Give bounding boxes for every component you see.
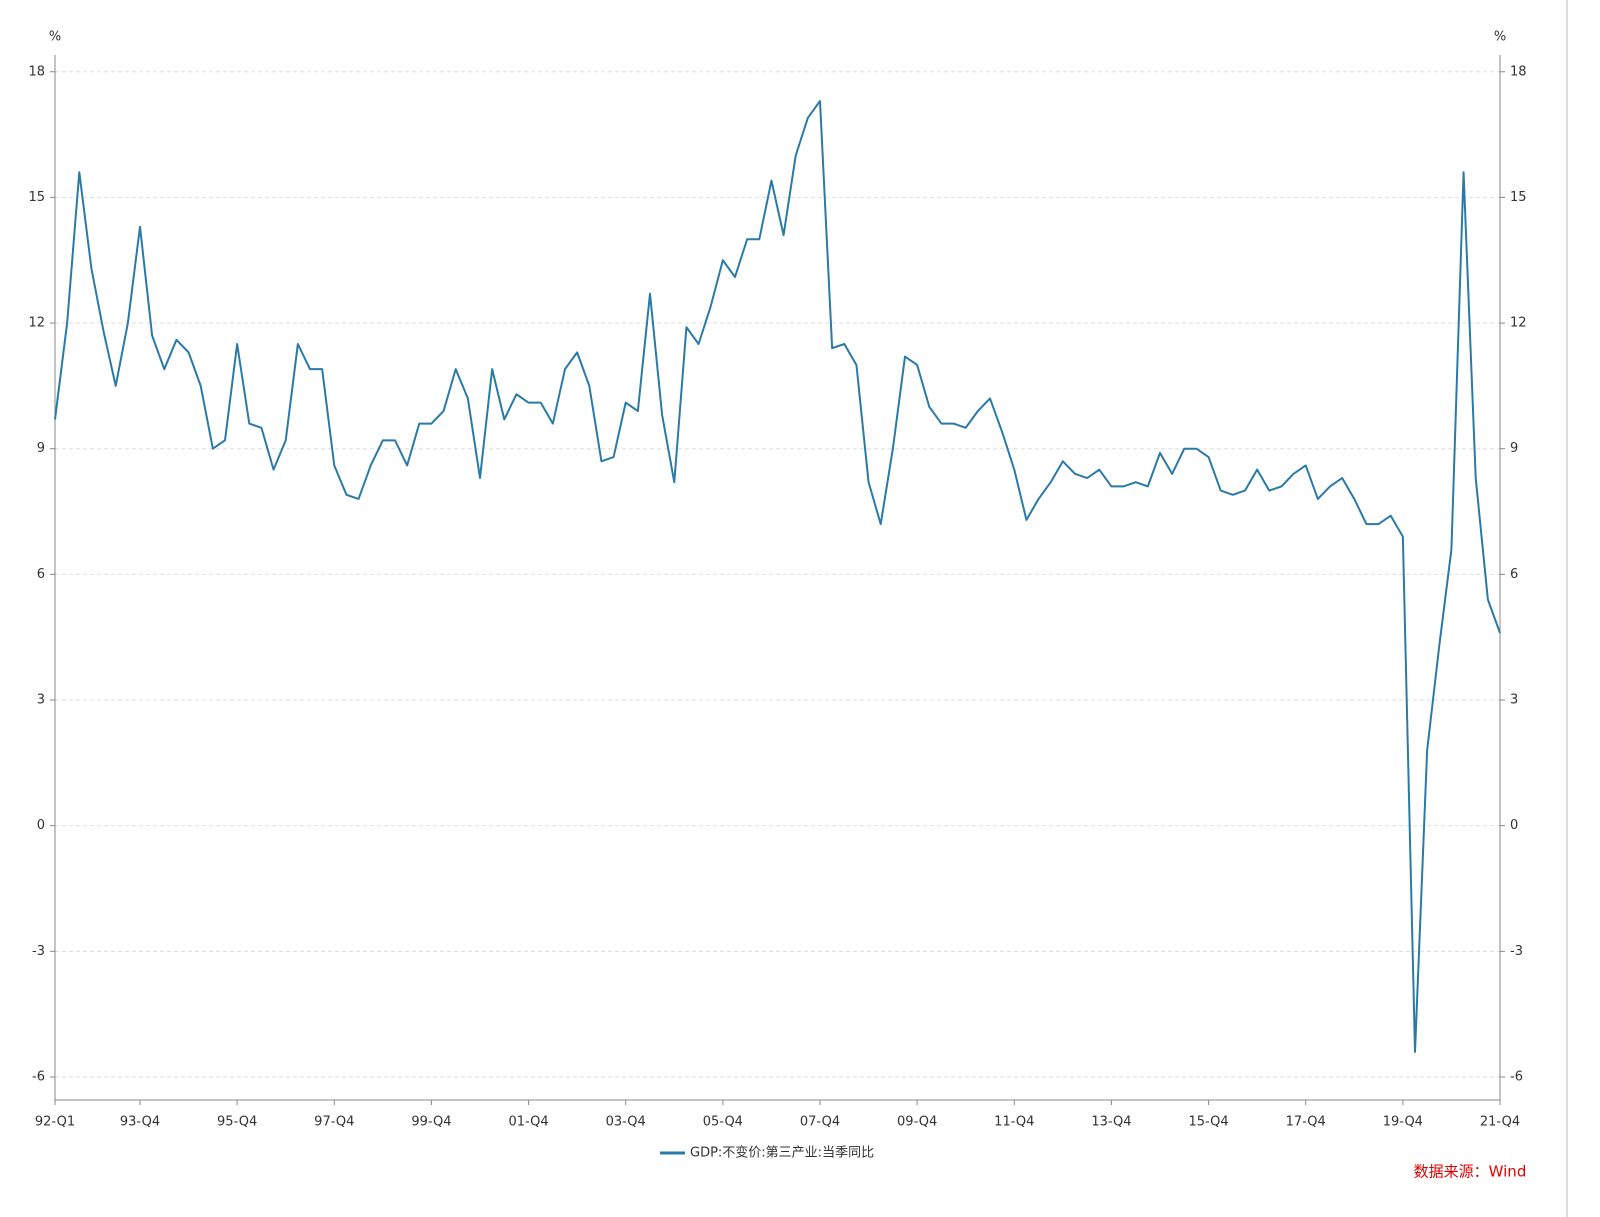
- y2-tick-label: 15: [1510, 190, 1527, 205]
- y-tick-label: 12: [28, 316, 45, 331]
- y-tick-label: 15: [28, 190, 45, 205]
- x-tick-label: 01-Q4: [508, 1115, 548, 1130]
- x-tick-label: 07-Q4: [800, 1115, 840, 1130]
- y2-tick-label: 12: [1510, 316, 1527, 331]
- x-tick-label: 13-Q4: [1091, 1115, 1131, 1130]
- y2-tick-label: 3: [1510, 693, 1518, 708]
- x-tick-label: 95-Q4: [217, 1115, 257, 1130]
- x-tick-label: 15-Q4: [1188, 1115, 1228, 1130]
- y-tick-label: 9: [37, 441, 45, 456]
- x-tick-label: 92-Q1: [35, 1115, 75, 1130]
- y2-tick-label: 9: [1510, 441, 1518, 456]
- background: [0, 0, 1566, 1217]
- legend-label: GDP:不变价:第三产业:当季同比: [690, 1145, 874, 1161]
- x-tick-label: 19-Q4: [1383, 1115, 1423, 1130]
- y-tick-label: 18: [28, 64, 45, 79]
- x-tick-label: 17-Q4: [1286, 1115, 1326, 1130]
- y2-axis-unit: %: [1494, 30, 1506, 45]
- y2-tick-label: 18: [1510, 64, 1527, 79]
- x-tick-label: 11-Q4: [994, 1115, 1034, 1130]
- x-tick-label: 97-Q4: [314, 1115, 354, 1130]
- y2-tick-label: -3: [1510, 944, 1523, 959]
- y2-tick-label: 6: [1510, 567, 1518, 582]
- x-tick-label: 05-Q4: [703, 1115, 743, 1130]
- y-tick-label: -3: [32, 944, 45, 959]
- y2-tick-label: 0: [1510, 818, 1518, 833]
- y2-tick-label: -6: [1510, 1069, 1523, 1084]
- y-tick-label: 6: [37, 567, 45, 582]
- x-tick-label: 21-Q4: [1480, 1115, 1520, 1130]
- y-axis-unit: %: [49, 30, 61, 45]
- x-tick-label: 93-Q4: [120, 1115, 160, 1130]
- data-line: [54, 100, 1501, 1053]
- x-tick-label: 09-Q4: [897, 1115, 937, 1130]
- source-note: 数据来源：Wind: [1414, 1163, 1527, 1181]
- y-tick-label: 3: [37, 693, 45, 708]
- x-tick-label: 03-Q4: [606, 1115, 646, 1130]
- x-tick-label: 99-Q4: [411, 1115, 451, 1130]
- y-tick-label: -6: [32, 1069, 45, 1084]
- y-tick-label: 0: [37, 818, 45, 833]
